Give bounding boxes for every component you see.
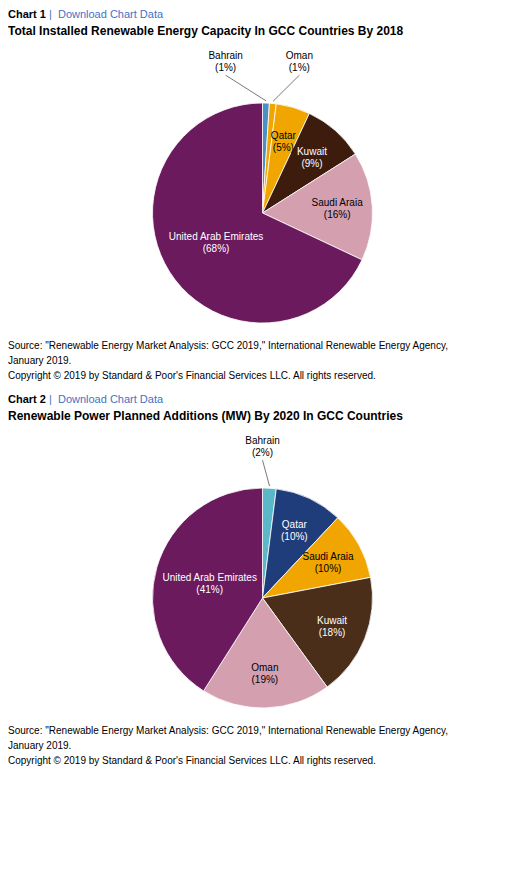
svg-text:Oman(19%): Oman(19%) (251, 661, 278, 684)
svg-text:United Arab Emirates(68%): United Arab Emirates(68%) (169, 231, 264, 254)
html-text:Chart 1 | Download Chart Data: Chart 1 | Download Chart Data (8, 8, 164, 20)
svg-text:Qatar(10%): Qatar(10%) (281, 519, 308, 542)
svg-text:Bahrain(2%): Bahrain(2%) (245, 435, 279, 458)
svg-text:United Arab Emirates(41%): United Arab Emirates(41%) (162, 571, 257, 594)
html-text:Chart 2 | Download Chart Data: Chart 2 | Download Chart Data (8, 393, 164, 405)
svg-text:Saudi Araia(10%): Saudi Araia(10%) (302, 550, 354, 573)
html-text:Source: "Renewable Energy Mark: Source: "Renewable Energy Market Analysi… (8, 340, 448, 381)
html-text:Renewable Power Planned Additi: Renewable Power Planned Additions (MW) B… (8, 409, 403, 423)
html-text:Source: "Renewable Energy Mark: Source: "Renewable Energy Market Analysi… (8, 725, 448, 766)
svg-text:Kuwait(9%): Kuwait(9%) (297, 145, 327, 168)
html-text:Total Installed Renewable Ener: Total Installed Renewable Energy Capacit… (8, 24, 404, 38)
svg-text:Qatar(5%): Qatar(5%) (271, 130, 297, 153)
svg-text:Oman(1%): Oman(1%) (286, 50, 313, 73)
svg-text:Bahrain(1%): Bahrain(1%) (208, 50, 242, 73)
svg-text:Kuwait(18%): Kuwait(18%) (317, 614, 347, 637)
svg-text:Saudi Araia(16%): Saudi Araia(16%) (312, 197, 364, 220)
